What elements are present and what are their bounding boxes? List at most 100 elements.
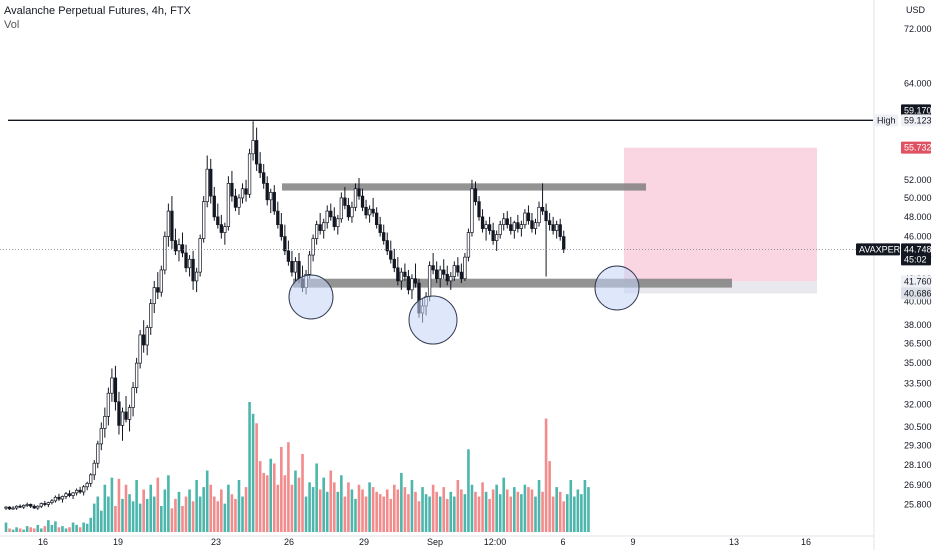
volume-bar [198,496,202,532]
candle-body [357,188,361,197]
volume-bar [456,480,460,532]
candle-body [505,218,509,225]
candle-body [544,210,548,222]
candle [198,234,202,277]
candle [392,248,396,273]
volume-bar [195,480,198,532]
countdown-tag-text: 45:02 [904,254,927,264]
volume-bar [287,442,290,532]
time-axis: 16 19 23 26 29 Sep 12:00 6 9 13 16 [0,535,874,547]
candle [170,196,174,249]
candle-body [96,443,100,464]
volume-bar [332,482,336,532]
candle [149,298,153,335]
high-price-box-text: 59.170 [904,105,932,115]
candle-body [477,201,481,218]
candle [555,220,559,239]
volume-bar [248,402,251,532]
candle-body [187,258,192,269]
candle [219,214,223,239]
candle-body [134,362,139,388]
candle [318,213,322,235]
volume-bar [117,478,121,532]
candle-body [466,232,471,258]
volume-bar [569,480,573,532]
candle [7,506,12,510]
volume-bar [400,472,403,532]
volume-bar [488,498,491,532]
volume-bar [25,526,29,532]
entry-tag: 41.760 [901,275,932,288]
candle [134,357,139,394]
candle-body [117,401,121,426]
candle-body [223,226,227,233]
high-label-tag: High [874,114,898,127]
volume-bar [484,491,488,532]
candle [212,186,216,221]
volume-bar [244,487,248,532]
volume-bar [322,477,325,532]
candle-body [4,506,8,509]
volume-bar [283,475,287,532]
x-tick-label: 16 [801,537,811,547]
resistance-zone [282,183,646,191]
candle-body [89,474,93,484]
candle [99,422,103,451]
candle [343,186,347,210]
candle-body [530,220,534,229]
volume-bar [121,498,124,532]
candle [558,218,562,241]
candle [350,201,354,223]
candle [92,459,96,480]
x-tick-label: 16 [38,537,48,547]
y-tick-label: 64.000 [904,79,932,89]
candle [247,148,252,198]
candle-body [202,201,206,239]
candle [205,155,209,208]
x-tick-label: Sep [427,537,443,547]
candle-body [25,504,29,506]
candle-body [46,502,51,505]
candle-body [103,416,107,429]
candle [466,228,471,262]
candle [480,209,485,233]
x-tick-label: 13 [729,537,739,547]
candle-body [251,140,255,155]
candle-body [350,206,354,218]
candle-body [318,224,322,231]
volume-bar [54,521,57,532]
volume-bar [527,487,530,532]
volume-bar [368,482,371,532]
current-price-tag-bg [901,243,931,256]
candle [413,263,418,288]
candle-body [219,224,223,233]
candle-body [410,278,414,291]
candle [269,188,273,214]
volume-bar [36,524,40,532]
volume-bar [371,487,375,532]
volume-bar [364,496,368,532]
candle-body [124,411,128,420]
candle [4,506,8,510]
pattern-circle [288,274,334,320]
target-tag-text: 40.686 [904,288,932,298]
candle-body [392,258,396,269]
volume-bar [354,498,357,532]
candle [459,263,464,284]
candle [39,502,43,509]
candle-body [459,271,464,280]
candle [60,495,65,503]
candle-body [159,269,163,293]
volume-bar [160,506,163,532]
y-tick-label: 32.000 [904,400,932,410]
candle [505,211,509,229]
x-tick-label: 26 [284,537,294,547]
stop-loss-zone [624,147,817,282]
candle [96,440,100,469]
candle-body [57,496,61,500]
volume-bar [57,527,61,532]
volume-bar [537,480,541,532]
candle [364,199,368,219]
